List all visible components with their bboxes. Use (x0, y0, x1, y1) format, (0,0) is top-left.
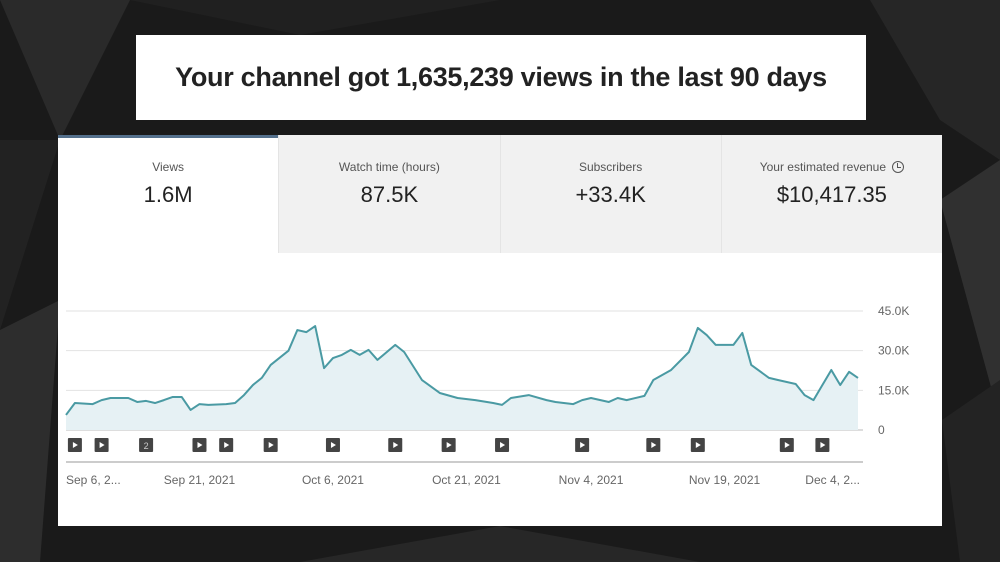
play-icon (500, 442, 506, 448)
play-icon (330, 442, 336, 448)
y-tick-label: 30.0K (878, 344, 909, 358)
play-icon (224, 442, 230, 448)
video-marker[interactable] (139, 438, 154, 452)
metric-tabs: Views 1.6M Watch time (hours) 87.5K Subs… (58, 135, 942, 253)
x-tick-label: Sep 6, 2... (66, 473, 121, 487)
play-icon (99, 442, 105, 448)
tab-value: 87.5K (360, 182, 419, 207)
tab-value: 1.6M (143, 182, 193, 207)
play-icon (197, 442, 203, 448)
play-icon (695, 442, 701, 448)
x-tick-label: Nov 19, 2021 (689, 473, 761, 487)
tab-label: Subscribers (578, 160, 643, 174)
play-icon (393, 442, 399, 448)
play-icon (784, 442, 790, 448)
tab-value: $10,417.35 (776, 182, 887, 207)
x-tick-label: Dec 4, 2... (805, 473, 860, 487)
tab-revenue[interactable]: Your estimated revenue $10,417.35 (720, 135, 942, 253)
play-icon (651, 442, 657, 448)
x-tick-label: Sep 21, 2021 (164, 473, 236, 487)
y-tick-label: 15.0K (878, 383, 909, 397)
tab-label-wrap: Your estimated revenue (722, 160, 942, 174)
tab-watch-time[interactable]: Watch time (hours) 87.5K (278, 135, 500, 253)
analytics-card: Views 1.6M Watch time (hours) 87.5K Subs… (58, 135, 942, 526)
video-marker-count: 2 (144, 441, 149, 451)
play-icon (580, 442, 586, 448)
tab-label: Views (152, 160, 185, 174)
x-tick-label: Oct 21, 2021 (432, 473, 501, 487)
clock-icon (892, 161, 905, 173)
play-icon (72, 442, 78, 448)
y-tick-label: 45.0K (878, 304, 909, 318)
tab-subscribers[interactable]: Subscribers +33.4K (499, 135, 721, 253)
play-icon (268, 442, 274, 448)
x-tick-label: Oct 6, 2021 (302, 473, 364, 487)
tab-label: Watch time (hours) (338, 160, 440, 174)
views-chart: 0 15.0K 30.0K 45.0K 2 Sep 6, 2... Sep 21, 2021… (65, 304, 909, 487)
tab-label: Your estimated revenue (759, 160, 887, 174)
series-line (65, 325, 859, 416)
tab-value: +33.4K (575, 182, 646, 207)
play-icon (820, 442, 826, 448)
headline-banner: Your channel got 1,635,239 views in the … (136, 35, 866, 120)
series-area (66, 326, 858, 430)
play-icon (446, 442, 452, 448)
x-tick-label: Nov 4, 2021 (559, 473, 624, 487)
tab-views[interactable]: Views 1.6M (58, 135, 279, 253)
y-tick-label: 0 (878, 423, 885, 437)
headline: Your channel got 1,635,239 views in the … (175, 62, 827, 92)
